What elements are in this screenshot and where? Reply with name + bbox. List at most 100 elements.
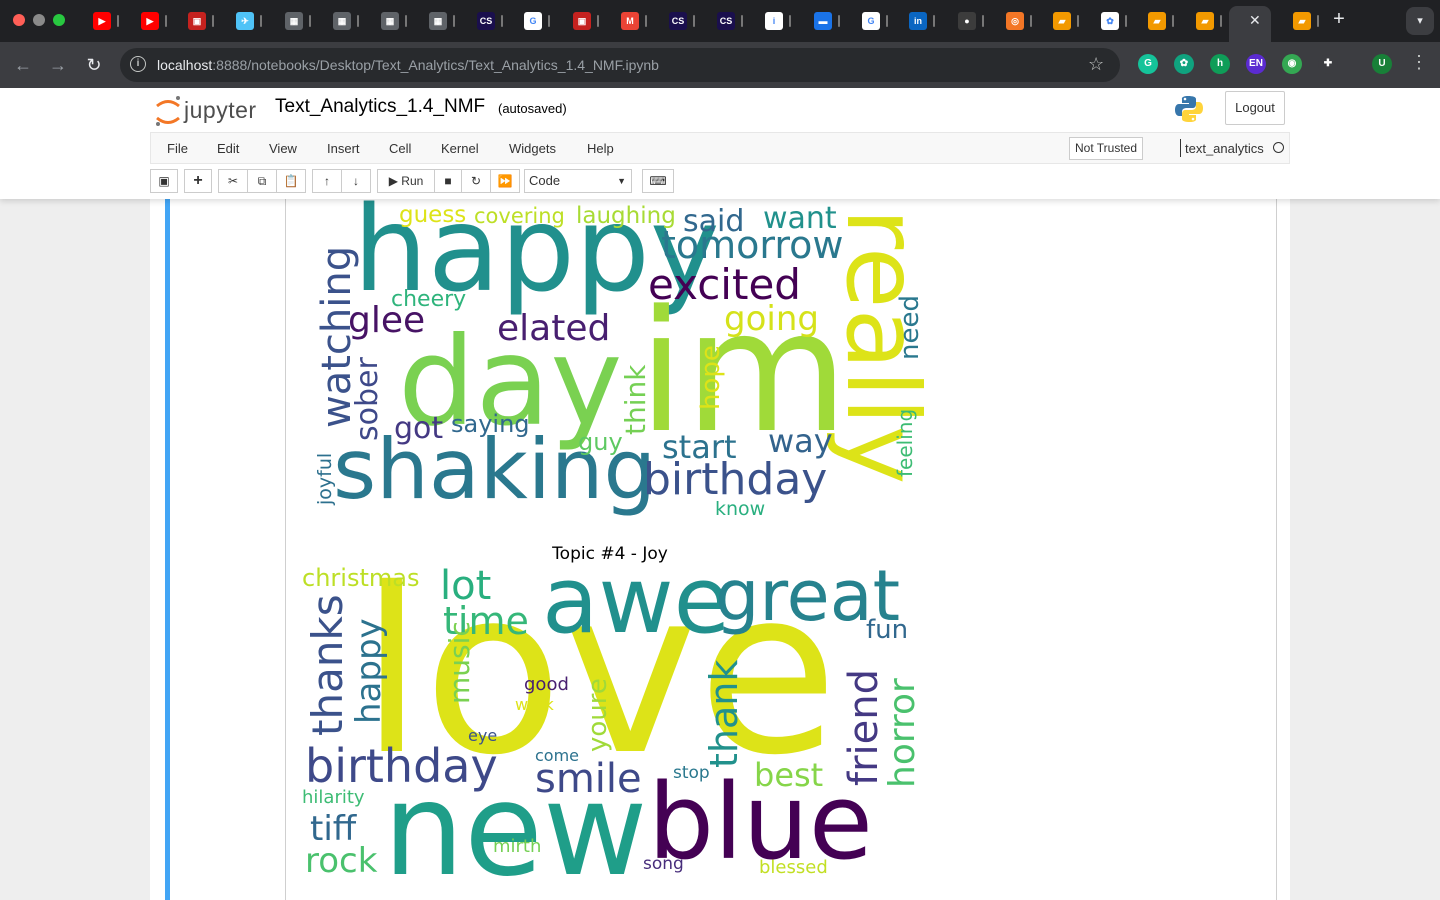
bookmark-star-icon[interactable]: ☆ [1088, 54, 1105, 74]
address-bar[interactable]: i localhost:8888/notebooks/Desktop/Text_… [120, 48, 1120, 82]
run-button[interactable]: ▶ Run [377, 169, 435, 193]
github-icon: ● [958, 12, 976, 30]
move-down-icon[interactable]: ↓ [341, 169, 371, 193]
browser-tab[interactable]: ▦ [277, 8, 321, 34]
browser-tab[interactable]: ◎ [998, 8, 1042, 34]
notebook-title[interactable]: Text_Analytics_1.4_NMF [275, 96, 486, 117]
menu-view[interactable]: View [269, 141, 297, 156]
python-logo-icon [1175, 96, 1203, 122]
grammarly-icon[interactable]: G [1138, 54, 1158, 74]
gmail-icon: M [621, 12, 639, 30]
restart-icon[interactable]: ↻ [461, 169, 491, 193]
tab-separator [405, 15, 407, 27]
maximize-window-button[interactable] [53, 14, 65, 26]
menu-file[interactable]: File [167, 141, 188, 156]
menu-cell[interactable]: Cell [389, 141, 412, 156]
tab-search-button[interactable]: ▾ [1406, 7, 1434, 35]
book-icon: ▰ [1148, 12, 1166, 30]
cell-type-select[interactable]: Code ▼ [524, 169, 632, 193]
browser-tab[interactable]: ▦ [373, 8, 417, 34]
book-icon: ▰ [1053, 12, 1071, 30]
paste-icon[interactable]: 📋 [276, 169, 306, 193]
browser-tab[interactable]: ● [950, 8, 994, 34]
tab-separator [741, 15, 743, 27]
chevron-down-icon: ▼ [617, 176, 626, 186]
reload-button[interactable]: ↻ [86, 55, 102, 75]
linkedin-icon: in [909, 12, 927, 30]
browser-tab[interactable]: ▶ [85, 8, 129, 34]
url-text: localhost:8888/notebooks/Desktop/Text_An… [157, 57, 659, 73]
puzzle-icon[interactable]: ✚ [1318, 54, 1338, 74]
copy-icon[interactable]: ⧉ [247, 169, 277, 193]
honey-icon[interactable]: h [1210, 54, 1230, 74]
browser-tab[interactable]: ▰ [1285, 8, 1329, 34]
browser-tab[interactable]: ▣ [565, 8, 609, 34]
browser-tab[interactable]: ▬ [806, 8, 850, 34]
browser-tab[interactable]: ▦ [325, 8, 369, 34]
menu-kernel[interactable]: Kernel [441, 141, 479, 156]
menu-help[interactable]: Help [587, 141, 614, 156]
browser-tab[interactable]: CS [469, 8, 513, 34]
trust-button[interactable]: Not Trusted [1069, 137, 1144, 160]
tab-separator [357, 15, 359, 27]
browser-tab[interactable]: ▦ [421, 8, 465, 34]
close-tab-icon[interactable]: ✕ [1249, 12, 1261, 28]
browser-tab[interactable]: ✿ [1093, 8, 1137, 34]
youtube-icon: ▶ [141, 12, 159, 30]
profile-avatar[interactable]: U [1372, 54, 1392, 74]
qr-icon: ▦ [429, 12, 447, 30]
interrupt-icon[interactable]: ■ [434, 169, 462, 193]
pdf-icon: ▣ [188, 12, 206, 30]
browser-tab[interactable]: ▣ [180, 8, 224, 34]
minimize-window-button[interactable] [33, 14, 45, 26]
save-icon[interactable]: ▣ [150, 169, 178, 193]
logout-button[interactable]: Logout [1225, 91, 1285, 125]
new-tab-button[interactable]: + [1333, 8, 1345, 30]
tab-separator [789, 15, 791, 27]
forward-button[interactable]: → [49, 55, 67, 75]
back-button[interactable]: ← [14, 55, 32, 75]
menu-widgets[interactable]: Widgets [509, 141, 556, 156]
tab-separator [982, 15, 984, 27]
insert-cell-icon[interactable]: + [184, 169, 212, 193]
keyboard-icon[interactable]: ⌨ [642, 169, 674, 193]
browser-menu-icon[interactable]: ⋮ [1410, 52, 1428, 72]
browser-tab[interactable]: CS [709, 8, 753, 34]
close-window-button[interactable] [13, 14, 25, 26]
browser-tab[interactable]: ▰ [1140, 8, 1184, 34]
browser-tab[interactable]: ▶ [133, 8, 177, 34]
tab-separator [165, 15, 167, 27]
jupyter-logo-icon [156, 96, 180, 126]
browser-tab[interactable]: CS [661, 8, 705, 34]
book-icon: ▰ [1293, 12, 1311, 30]
site-info-icon[interactable]: i [130, 56, 146, 72]
cut-icon[interactable]: ✂ [218, 169, 248, 193]
move-up-icon[interactable]: ↑ [312, 169, 342, 193]
language-extension-icon[interactable]: EN [1246, 54, 1266, 74]
youtube-icon: ▶ [93, 12, 111, 30]
fast-forward-icon[interactable]: ⏩ [490, 169, 520, 193]
browser-tab[interactable]: G [516, 8, 560, 34]
toolbar-row: ← → ↻ i localhost:8888/notebooks/Desktop… [0, 42, 1440, 88]
jupyter-header: jupyter Text_Analytics_1.4_NMF (autosave… [0, 88, 1440, 199]
extension-icon[interactable]: ◉ [1282, 54, 1302, 74]
browser-tab[interactable]: in [901, 8, 945, 34]
google-icon: G [862, 12, 880, 30]
menu-edit[interactable]: Edit [217, 141, 240, 156]
browser-tab-active[interactable]: ✕ [1229, 6, 1271, 42]
tab-separator [501, 15, 503, 27]
chatgpt-extension-icon[interactable]: ✿ [1174, 54, 1194, 74]
kernel-divider [1180, 139, 1181, 157]
browser-tab[interactable]: G [854, 8, 898, 34]
browser-tab[interactable]: ▰ [1188, 8, 1232, 34]
selected-cell-indicator [165, 199, 170, 900]
browser-tab[interactable]: ▰ [1045, 8, 1089, 34]
menu-insert[interactable]: Insert [327, 141, 360, 156]
cs-icon: CS [477, 12, 495, 30]
browser-tab[interactable]: M [613, 8, 657, 34]
jupyter-logo[interactable]: jupyter [154, 94, 264, 128]
google-icon: G [524, 12, 542, 30]
browser-tab[interactable]: ✈ [228, 8, 272, 34]
tab-separator [838, 15, 840, 27]
browser-tab[interactable]: i [757, 8, 801, 34]
